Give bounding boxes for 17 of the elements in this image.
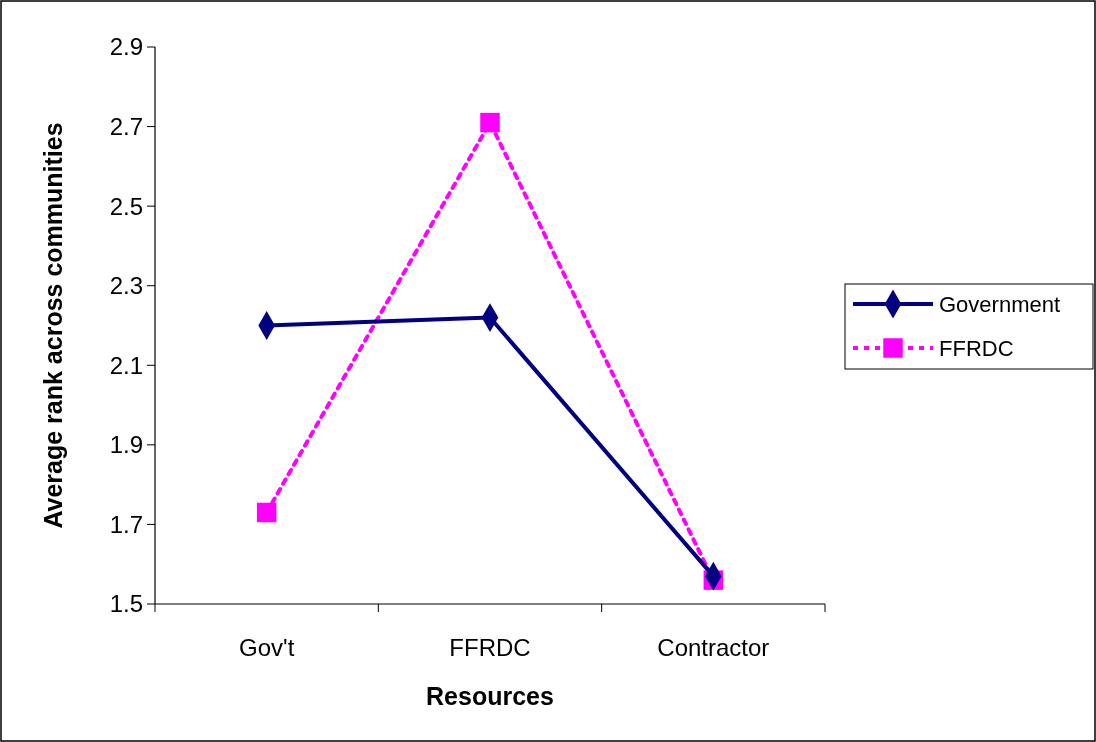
legend-label: FFRDC — [939, 335, 1014, 361]
y-tick-label: 2.1 — [109, 351, 143, 379]
x-tick-label: Gov't — [239, 634, 295, 661]
y-tick-label: 2.9 — [109, 33, 143, 61]
x-tick-label: Contractor — [657, 634, 770, 661]
y-tick-label: 1.9 — [109, 431, 143, 459]
x-axis-title: Resources — [426, 682, 554, 710]
y-axis-title: Average rank across communities — [39, 122, 67, 529]
y-tick-label: 2.5 — [109, 192, 143, 220]
y-tick-label: 2.3 — [109, 272, 143, 300]
point — [256, 502, 277, 523]
y-tick-label: 1.7 — [109, 510, 143, 538]
point — [480, 112, 500, 133]
y-tick-label: 2.7 — [109, 112, 143, 140]
y-tick-label: 1.5 — [109, 590, 143, 618]
legend-label: Government — [939, 291, 1061, 317]
x-tick-label: FFRDC — [449, 634, 531, 661]
